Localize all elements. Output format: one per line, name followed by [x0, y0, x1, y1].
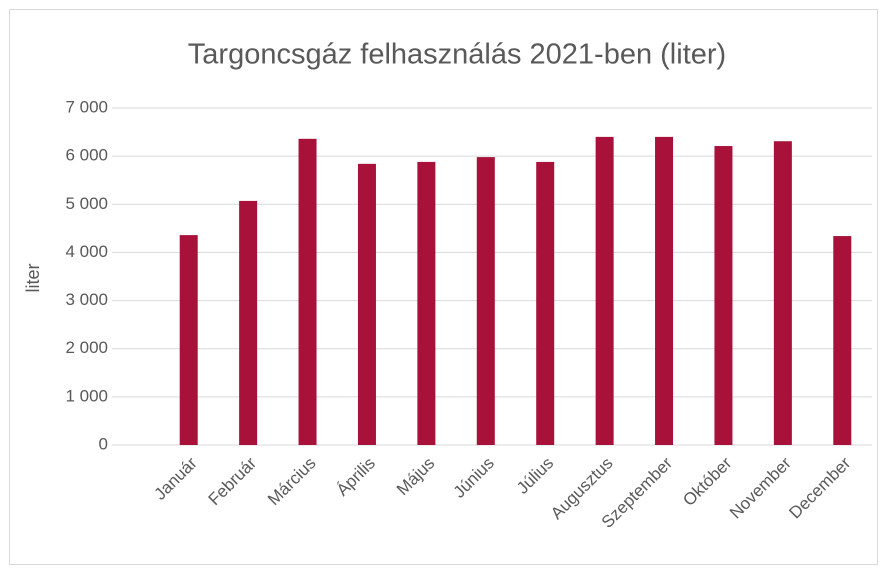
- y-tick-label: 6 000: [65, 146, 108, 165]
- bar: [714, 146, 733, 446]
- y-tick-label: 3 000: [65, 290, 108, 309]
- y-tick-label: 2 000: [65, 338, 108, 357]
- bar: [536, 161, 555, 446]
- y-tick-label: 1 000: [65, 386, 108, 405]
- bar: [357, 163, 376, 446]
- bar: [239, 200, 258, 445]
- chart-frame: [9, 9, 878, 565]
- y-tick-label: 7 000: [65, 97, 108, 116]
- bar: [298, 138, 317, 445]
- bar: [179, 235, 198, 445]
- bar: [595, 136, 614, 445]
- y-axis-title: liter: [23, 263, 43, 292]
- y-tick-label: 4 000: [65, 242, 108, 261]
- bar: [833, 236, 852, 445]
- bar: [655, 136, 674, 445]
- bar: [773, 141, 792, 445]
- chart-title: Targoncsgáz felhasználás 2021-ben (liter…: [188, 39, 726, 71]
- bar: [417, 161, 436, 446]
- bar: [476, 157, 495, 445]
- y-tick-label: 5 000: [65, 194, 108, 213]
- y-tick-label: 0: [99, 434, 108, 453]
